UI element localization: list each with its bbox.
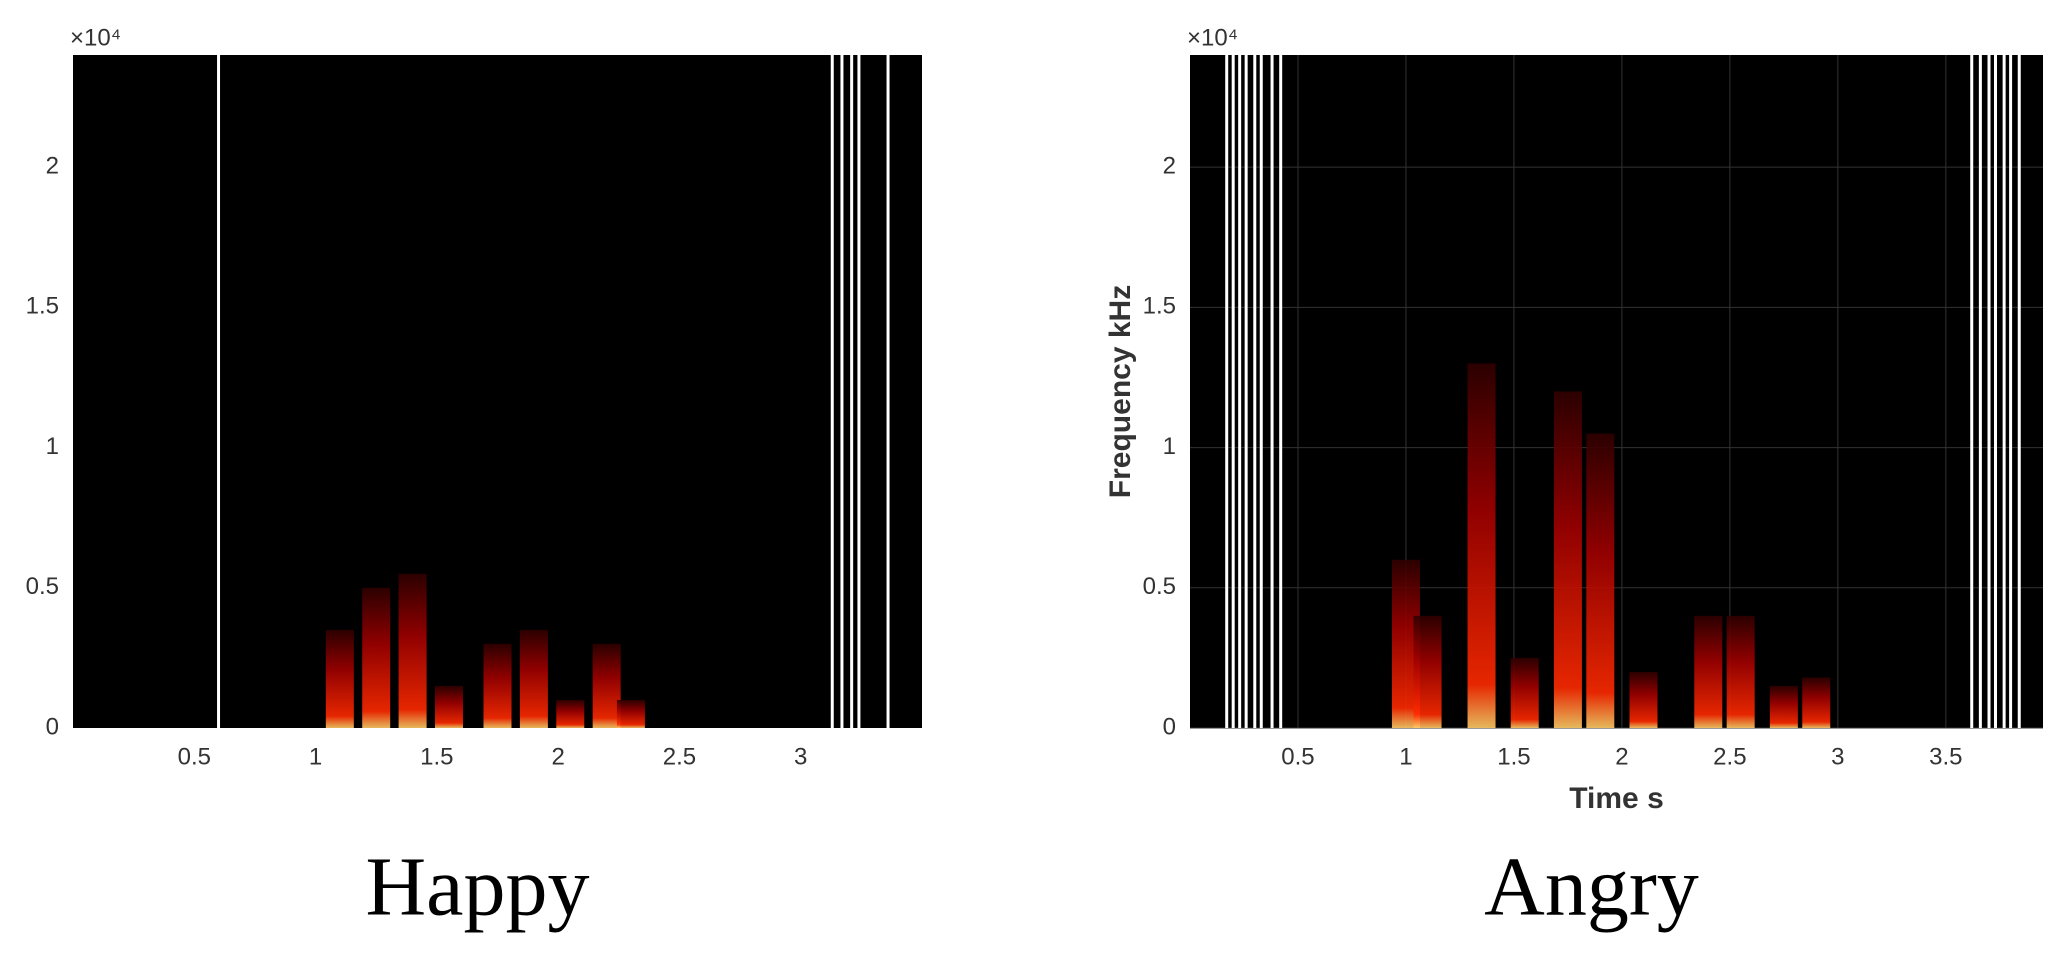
- energy-burst: [1510, 657, 1539, 728]
- x-tick-label: 3.5: [1929, 743, 1962, 770]
- energy-burst: [1629, 671, 1658, 728]
- plot-area: [73, 55, 922, 728]
- energy-burst: [1726, 615, 1755, 728]
- x-tick-label: 2: [1615, 743, 1628, 770]
- energy-burst: [398, 573, 427, 728]
- x-tick-label: 1.5: [420, 743, 453, 770]
- x-tick-label: 0.5: [1281, 743, 1314, 770]
- energy-burst: [1413, 615, 1442, 728]
- caption: Happy: [366, 840, 590, 933]
- plot-area: [1190, 55, 2043, 728]
- energy-burst: [325, 629, 354, 728]
- y-tick-label: 1.5: [1143, 293, 1176, 320]
- x-tick-label: 3: [1831, 743, 1844, 770]
- y-tick-label: 1: [46, 433, 59, 460]
- y-tick-label: 2: [1163, 153, 1176, 180]
- y-exponent: ×10⁴: [70, 24, 121, 51]
- energy-burst: [1769, 685, 1798, 728]
- y-axis-label: Frequency kHz: [1104, 285, 1137, 498]
- y-tick-label: 0: [46, 713, 59, 740]
- energy-burst: [556, 699, 585, 728]
- x-tick-label: 2: [551, 743, 564, 770]
- caption: Angry: [1484, 840, 1699, 933]
- x-tick-label: 2.5: [1713, 743, 1746, 770]
- y-tick-label: 0.5: [26, 573, 59, 600]
- energy-burst: [1694, 615, 1723, 728]
- x-tick-label: 0.5: [178, 743, 211, 770]
- energy-burst: [1553, 391, 1582, 728]
- energy-burst: [592, 643, 621, 728]
- x-tick-label: 2.5: [663, 743, 696, 770]
- y-tick-label: 0.5: [1143, 573, 1176, 600]
- energy-burst: [483, 643, 512, 728]
- energy-burst: [1467, 363, 1496, 728]
- x-tick-label: 1.5: [1497, 743, 1530, 770]
- y-tick-label: 1.5: [26, 293, 59, 320]
- y-tick-label: 1: [1163, 433, 1176, 460]
- y-tick-label: 0: [1163, 713, 1176, 740]
- energy-burst: [434, 685, 463, 728]
- x-tick-label: 3: [794, 743, 807, 770]
- energy-burst: [362, 587, 391, 728]
- y-tick-label: 2: [46, 153, 59, 180]
- x-tick-label: 1: [1399, 743, 1412, 770]
- y-exponent: ×10⁴: [1187, 24, 1238, 51]
- x-tick-label: 1: [309, 743, 322, 770]
- energy-burst: [1802, 677, 1831, 728]
- energy-burst: [1586, 433, 1615, 728]
- energy-burst: [616, 699, 645, 728]
- energy-burst: [519, 629, 548, 728]
- x-axis-label: Time s: [1569, 782, 1664, 815]
